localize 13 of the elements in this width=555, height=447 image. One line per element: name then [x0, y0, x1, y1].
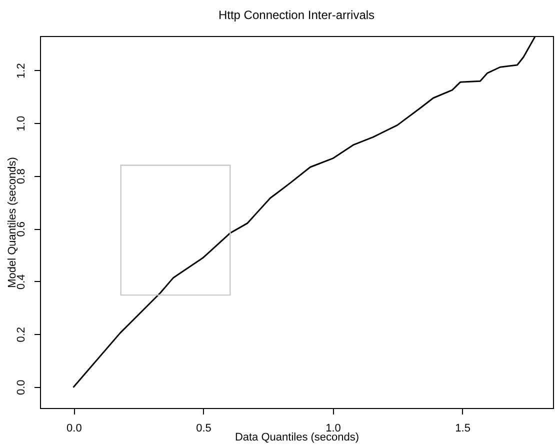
- y-tick-label: 0.8: [16, 168, 28, 184]
- y-tick-label: 0.4: [16, 274, 28, 290]
- x-tick-label: 1.0: [326, 422, 341, 434]
- y-tick-label: 1.2: [16, 63, 28, 78]
- chart-title: Http Connection Inter-arrivals: [218, 8, 375, 22]
- y-tick-label: 0.0: [16, 380, 28, 396]
- x-tick-label: 1.5: [455, 422, 470, 434]
- y-tick-label: 1.0: [16, 116, 28, 132]
- y-tick-label: 0.6: [16, 221, 28, 237]
- x-tick-label: 0.0: [66, 422, 82, 434]
- y-tick-label: 0.2: [16, 326, 28, 342]
- x-tick-label: 0.5: [196, 422, 212, 434]
- x-axis-title: Data Quantiles (seconds): [234, 432, 360, 444]
